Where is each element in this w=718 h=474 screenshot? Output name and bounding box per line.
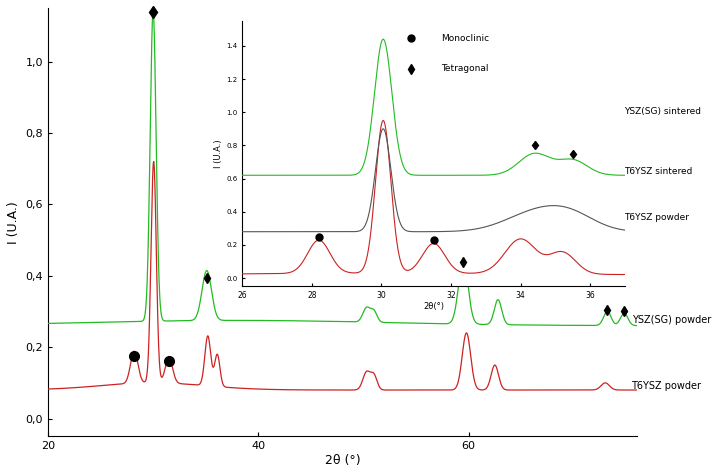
Y-axis label: I (U.A.): I (U.A.) [7,201,20,244]
X-axis label: 2θ (°): 2θ (°) [325,454,360,467]
Text: YSZ(SG) sintered: YSZ(SG) sintered [624,107,701,116]
Text: T6YSZ sintered: T6YSZ sintered [624,167,692,176]
Text: YSZ(SG) powder: YSZ(SG) powder [632,315,711,326]
Text: T6YSZ powder: T6YSZ powder [624,213,689,222]
Text: T6YSZ powder: T6YSZ powder [632,382,701,392]
